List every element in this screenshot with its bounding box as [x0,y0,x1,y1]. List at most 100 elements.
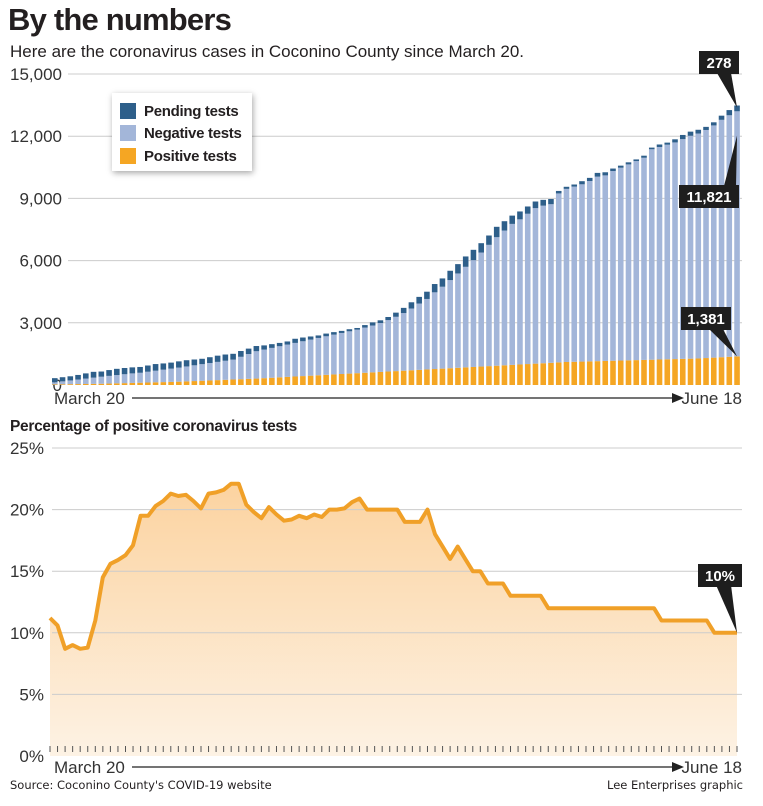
bar-pending [160,363,167,370]
bar-pending [214,355,221,362]
callout-pending-pointer [717,73,738,108]
bar-negative [439,286,446,369]
bar-negative [98,376,105,384]
bar-pending [524,206,531,214]
bar-pending [168,362,174,369]
bar-negative [710,125,717,358]
bar-negative [617,167,624,361]
bar-negative [362,327,368,373]
stacked-bar-chart: 0 3,000 6,000 9,000 12,000 15,000 March 20 June… [10,51,743,408]
bar-positive [455,367,461,385]
bar-stack [633,159,640,385]
bar-pending [726,110,733,116]
callout-percent-text: 10% [705,568,735,585]
bar-positive [276,377,283,385]
bar-positive [261,378,267,385]
bar-negative [610,171,616,361]
bar-pending [90,371,97,378]
bar-stack [90,371,97,385]
bar-stack [183,360,190,385]
bar-positive [400,370,407,385]
bar-stack [540,199,547,385]
bar-negative [90,377,97,384]
bar-negative [207,363,213,381]
bar-positive [137,382,143,385]
bar-positive [292,376,298,385]
bar-pending [718,115,725,120]
bar-pending [695,129,702,134]
bar-y-tick-label: 12,000 [10,127,62,146]
bar-positive [191,381,198,385]
bar-positive [486,366,492,385]
bar-stack [532,201,539,385]
bar-positive [439,368,446,385]
bar-stack [222,354,229,385]
bar-pending [393,312,399,317]
bar-pending [509,215,515,224]
bar-negative [114,375,120,384]
bar-pending [424,291,430,299]
bar-stack [718,115,725,385]
bar-pending [292,338,298,343]
bar-positive [393,371,399,385]
bar-pending [121,367,128,375]
bar-negative [284,344,291,377]
bar-pending [191,359,198,366]
page-title: By the numbers [8,2,232,37]
bar-positive [617,360,624,385]
bar-positive [121,383,128,385]
bar-pending [633,159,640,162]
bar-stack [447,270,453,385]
bar-positive [377,371,384,385]
legend-swatch-pending [120,103,136,119]
bar-positive [416,369,422,385]
bar-stack [346,329,353,385]
bar-negative [199,364,205,381]
bar-stack [377,320,384,385]
bar-pending [555,190,562,194]
bar-positive [385,371,391,385]
legend-swatch-negative [120,125,136,141]
bar-positive [734,356,740,385]
bar-x-end-label: June 18 [682,389,743,408]
bar-pending [648,147,655,150]
bar-pending [145,365,151,372]
bar-stack [121,367,128,385]
bar-stack [137,366,143,385]
callout-percent: 10% [698,564,742,633]
bar-negative [145,371,151,383]
bar-stack [617,165,624,385]
bar-stack [385,316,391,385]
bar-stack [230,353,236,385]
callout-positive-box [681,307,731,330]
legend-label-positive: Positive tests [144,147,237,165]
line-x-start-label: March 20 [54,758,125,777]
bar-negative [679,139,686,359]
bar-stack [369,322,376,385]
line-date-arrowhead [672,762,684,772]
bar-stack [199,358,205,385]
bar-stack [238,350,244,385]
bar-negative [424,298,430,370]
bar-positive [183,381,190,385]
bar-stack [524,206,531,385]
bar-negative [571,186,578,362]
bar-positive [362,372,368,385]
callout-positive-text: 1,381 [687,311,725,328]
bar-negative [137,372,143,383]
bar-pending [52,378,58,383]
bar-pending [478,243,484,253]
bar-positive [408,370,415,385]
bar-positive [354,373,360,385]
bar-y-tick-label: 0 [53,376,62,395]
bar-stack [610,168,616,385]
bar-stack [307,336,314,385]
bar-stack [555,190,562,385]
bar-stack [362,325,368,385]
bar-negative [633,161,640,361]
bar-y-tick-label: 9,000 [19,189,62,208]
bar-pending [571,184,578,187]
bar-stack [276,342,283,385]
bar-positive [67,384,74,385]
bar-pending [152,364,159,371]
